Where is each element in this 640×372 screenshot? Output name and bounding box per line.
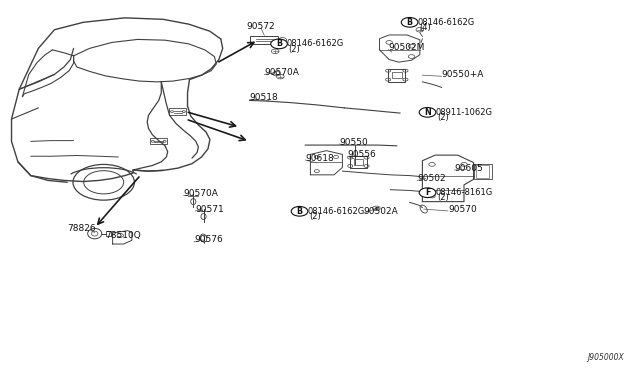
Bar xyxy=(474,164,492,179)
Text: 90550+A: 90550+A xyxy=(442,70,484,79)
Bar xyxy=(150,138,167,144)
Text: (2): (2) xyxy=(437,113,449,122)
Text: 90550: 90550 xyxy=(339,138,368,147)
Text: B: B xyxy=(276,39,282,48)
Text: 90556: 90556 xyxy=(348,150,376,159)
Bar xyxy=(392,72,402,78)
Circle shape xyxy=(271,39,287,49)
Text: (2): (2) xyxy=(288,45,300,54)
Circle shape xyxy=(291,206,308,216)
Text: 08146-8161G: 08146-8161G xyxy=(435,188,492,197)
Text: 90576: 90576 xyxy=(194,235,223,244)
Bar xyxy=(106,231,111,236)
Circle shape xyxy=(401,17,418,27)
Text: B: B xyxy=(406,18,413,27)
Circle shape xyxy=(419,188,436,198)
Text: (2): (2) xyxy=(309,212,321,221)
Text: (4): (4) xyxy=(419,23,431,32)
Bar xyxy=(353,159,364,165)
Text: 08911-1062G: 08911-1062G xyxy=(435,108,492,117)
Text: F: F xyxy=(425,188,430,197)
Bar xyxy=(350,156,367,168)
Bar xyxy=(170,109,186,115)
Text: N: N xyxy=(424,108,431,117)
Text: 90572: 90572 xyxy=(247,22,275,31)
Text: 08146-6162G: 08146-6162G xyxy=(307,207,364,216)
Bar xyxy=(476,165,489,178)
Text: 78510Q: 78510Q xyxy=(106,231,141,240)
Text: B: B xyxy=(296,207,303,216)
Text: 90502M: 90502M xyxy=(388,43,425,52)
Text: 90570A: 90570A xyxy=(264,68,299,77)
Text: 90518: 90518 xyxy=(250,93,278,102)
Text: 90618: 90618 xyxy=(305,154,334,163)
Text: 90502: 90502 xyxy=(417,174,446,183)
Bar xyxy=(250,36,278,44)
Text: 08146-6162G: 08146-6162G xyxy=(287,39,344,48)
Text: 90570A: 90570A xyxy=(184,189,218,198)
Text: J905000X: J905000X xyxy=(588,353,624,362)
Bar xyxy=(388,69,406,81)
Circle shape xyxy=(419,108,436,117)
Text: 08146-6162G: 08146-6162G xyxy=(417,18,474,27)
Text: 90570: 90570 xyxy=(448,205,477,214)
Text: 90571: 90571 xyxy=(195,205,224,214)
Text: 90605: 90605 xyxy=(454,164,483,173)
Text: (2): (2) xyxy=(437,193,449,202)
Text: 90502A: 90502A xyxy=(364,207,398,216)
Text: 78826: 78826 xyxy=(67,224,96,233)
